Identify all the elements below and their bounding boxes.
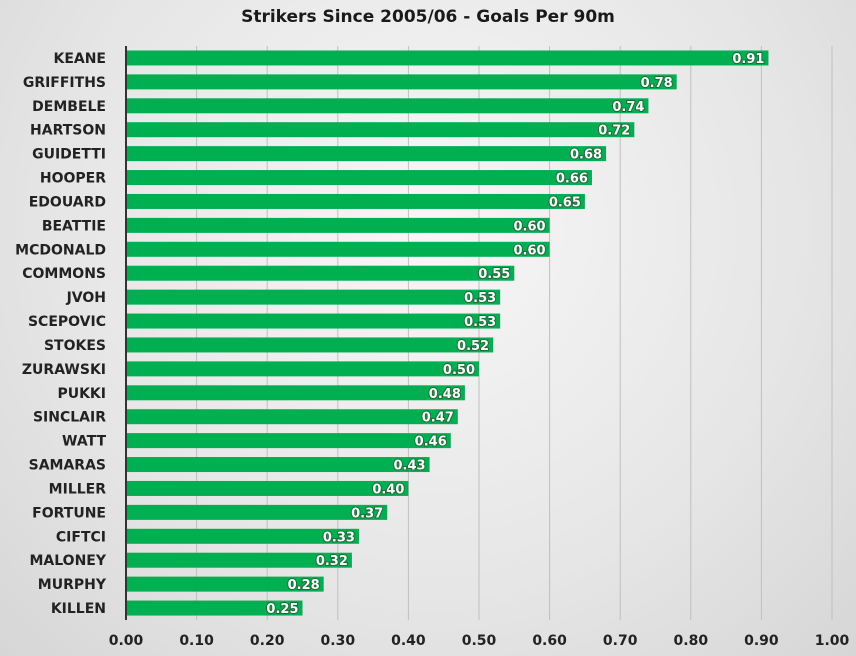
bar (126, 98, 649, 114)
category-label: HOOPER (40, 171, 106, 187)
bar (126, 193, 585, 209)
category-label: MALONEY (29, 553, 106, 569)
data-label: 0.55 (478, 267, 510, 282)
data-label: 0.46 (415, 435, 447, 450)
bar (126, 504, 388, 520)
x-tick-label: 0.50 (462, 633, 497, 649)
bar (126, 576, 324, 592)
bar (126, 409, 458, 425)
category-labels: KEANE GRIFFITHS DEMBELE HARTSON GUIDETTI HOOP… (15, 51, 107, 617)
category-label: DEMBELE (32, 99, 106, 115)
data-label: 0.72 (598, 124, 630, 139)
bar (126, 146, 607, 162)
data-label: 0.53 (464, 315, 496, 330)
bar (126, 528, 359, 544)
category-label: KEANE (53, 51, 106, 67)
x-tick-label: 0.80 (674, 633, 709, 649)
data-label: 0.66 (556, 172, 588, 187)
data-label: 0.47 (422, 411, 454, 426)
category-label: HARTSON (30, 123, 106, 139)
data-label: 0.74 (612, 100, 644, 115)
data-label: 0.28 (288, 578, 320, 593)
x-tick-label: 0.10 (179, 633, 214, 649)
bar (126, 337, 494, 353)
x-tick-label: 0.70 (603, 633, 638, 649)
data-label: 0.60 (514, 219, 546, 234)
category-label: BEATTIE (42, 218, 106, 234)
x-tick-label: 0.40 (391, 633, 426, 649)
data-label: 0.53 (464, 291, 496, 306)
bar (126, 433, 451, 449)
category-label: SCEPOVIC (28, 314, 106, 330)
data-label: 0.33 (323, 530, 355, 545)
category-label: PUKKI (57, 386, 106, 402)
category-label: FORTUNE (32, 505, 106, 521)
category-label: MILLER (49, 481, 107, 497)
category-label: COMMONS (22, 266, 106, 282)
category-label: KILLEN (51, 601, 106, 617)
data-label: 0.68 (570, 148, 602, 163)
category-label: MURPHY (38, 577, 107, 593)
data-label: 0.48 (429, 387, 461, 402)
bar (126, 552, 352, 568)
data-label: 0.43 (394, 459, 426, 474)
bar (126, 122, 635, 138)
data-labels: 0.910.780.740.720.680.660.650.600.600.55… (265, 51, 765, 618)
data-label: 0.37 (351, 506, 383, 521)
category-label: STOKES (44, 338, 106, 354)
bar (126, 74, 677, 90)
gridlines (196, 46, 833, 620)
category-label: GUIDETTI (32, 147, 106, 163)
category-label: SAMARAS (29, 458, 106, 474)
bars (126, 50, 769, 616)
bar (126, 480, 409, 496)
data-label: 0.65 (549, 195, 581, 210)
category-label: CIFTCI (56, 529, 106, 545)
category-label: SINCLAIR (33, 410, 106, 426)
bar (126, 241, 550, 257)
data-label: 0.91 (732, 52, 764, 67)
x-tick-label: 0.20 (250, 633, 285, 649)
bar (126, 361, 479, 377)
data-label: 0.25 (266, 602, 298, 617)
category-label: JVOH (66, 290, 106, 306)
category-label: EDOUARD (29, 194, 106, 210)
category-label: ZURAWSKI (22, 362, 106, 378)
bar (126, 217, 550, 233)
category-label: WATT (62, 434, 106, 450)
data-label: 0.78 (641, 76, 673, 91)
bar (126, 170, 592, 186)
bar (126, 289, 501, 305)
data-label: 0.52 (457, 339, 489, 354)
bar (126, 457, 430, 473)
bar (126, 265, 515, 281)
chart-title: Strikers Since 2005/06 - Goals Per 90m (241, 7, 615, 27)
bar (126, 600, 303, 616)
bar (126, 385, 465, 401)
category-label: GRIFFITHS (23, 75, 106, 91)
data-label: 0.60 (514, 243, 546, 258)
x-tick-label: 0.90 (744, 633, 779, 649)
category-label: MCDONALD (15, 242, 106, 258)
data-label: 0.32 (316, 554, 348, 569)
data-label: 0.40 (372, 482, 404, 497)
bar (126, 313, 501, 329)
data-label: 0.50 (443, 363, 475, 378)
x-tick-label: 0.60 (532, 633, 567, 649)
x-tick-label: 0.30 (321, 633, 356, 649)
x-tick-label: 1.00 (815, 633, 850, 649)
x-tick-label: 0.00 (109, 633, 144, 649)
bar (126, 50, 769, 66)
x-tick-labels: 0.00 0.10 0.20 0.30 0.40 0.50 0.60 0.70 0.80 0.90… (109, 633, 850, 649)
